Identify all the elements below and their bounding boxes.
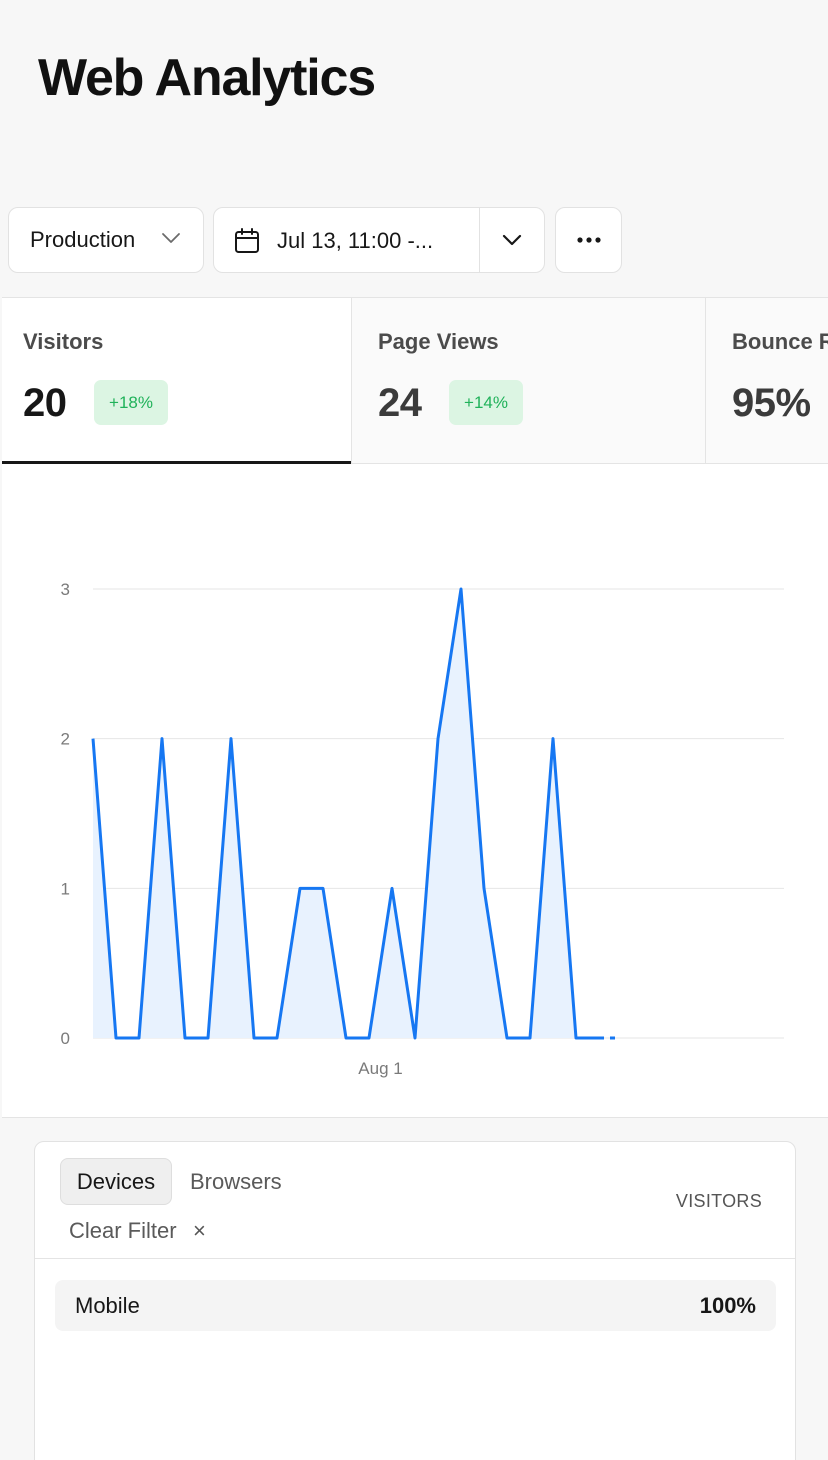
- date-range-label: Jul 13, 11:00 -...: [277, 228, 434, 253]
- environment-label: Production: [30, 227, 136, 252]
- metric-label: Bounce R: [732, 329, 828, 354]
- series-line: [91, 587, 599, 1040]
- clear-filter-button[interactable]: Clear Filter: [69, 1218, 177, 1243]
- chevron-down-icon: [162, 233, 180, 243]
- metric-value: 24: [378, 381, 422, 425]
- more-horizontal-icon: [576, 237, 601, 243]
- date-divider: [479, 208, 480, 272]
- metric-tab-visitors[interactable]: Visitors 20 +18%: [2, 298, 352, 464]
- metric-label: Page Views: [378, 329, 499, 354]
- metric-change-badge: +14%: [449, 380, 523, 425]
- metric-tab-page-views[interactable]: Page Views 24 +14%: [352, 298, 706, 464]
- metric-value: 20: [23, 381, 67, 425]
- list-item[interactable]: Mobile 100%: [55, 1280, 776, 1331]
- close-icon[interactable]: ×: [193, 1218, 206, 1243]
- y-tick-label: 2: [61, 730, 70, 749]
- tab-devices[interactable]: Devices: [60, 1158, 172, 1205]
- y-tick-label: 3: [61, 580, 70, 599]
- device-name: Mobile: [75, 1293, 140, 1318]
- series-area: [93, 589, 599, 1038]
- y-tick-label: 0: [61, 1029, 70, 1048]
- date-dropdown-chevron-icon[interactable]: [501, 230, 523, 250]
- metric-value: 95%: [732, 381, 811, 425]
- metrics-panel: Visitors 20 +18% Page Views 24 +14% Boun…: [2, 297, 828, 1118]
- metric-tabs: Visitors 20 +18% Page Views 24 +14% Boun…: [2, 298, 828, 465]
- visitors-column-header: VISITORS: [675, 1191, 762, 1211]
- visitors-chart: 0 1 2 3 Aug 1: [61, 580, 784, 1078]
- devices-card: Devices Browsers VISITORS Clear Filter ×…: [34, 1141, 796, 1460]
- metric-label: Visitors: [23, 329, 104, 354]
- date-range-picker[interactable]: Jul 13, 11:00 -...: [213, 207, 545, 273]
- metric-change-badge: +18%: [94, 380, 168, 425]
- more-options-button[interactable]: [555, 207, 622, 273]
- page-title: Web Analytics: [38, 49, 376, 107]
- device-share: 100%: [699, 1293, 756, 1318]
- metric-separator: [351, 298, 352, 464]
- environment-select[interactable]: Production: [8, 207, 204, 273]
- metric-tab-bounce-rate[interactable]: Bounce R 95%: [706, 298, 828, 464]
- x-tick-label: Aug 1: [358, 1059, 402, 1078]
- card-divider: [35, 1258, 795, 1259]
- metric-separator: [705, 298, 706, 464]
- tab-browsers[interactable]: Browsers: [190, 1169, 282, 1194]
- calendar-icon: [235, 228, 259, 253]
- y-tick-label: 1: [61, 879, 70, 898]
